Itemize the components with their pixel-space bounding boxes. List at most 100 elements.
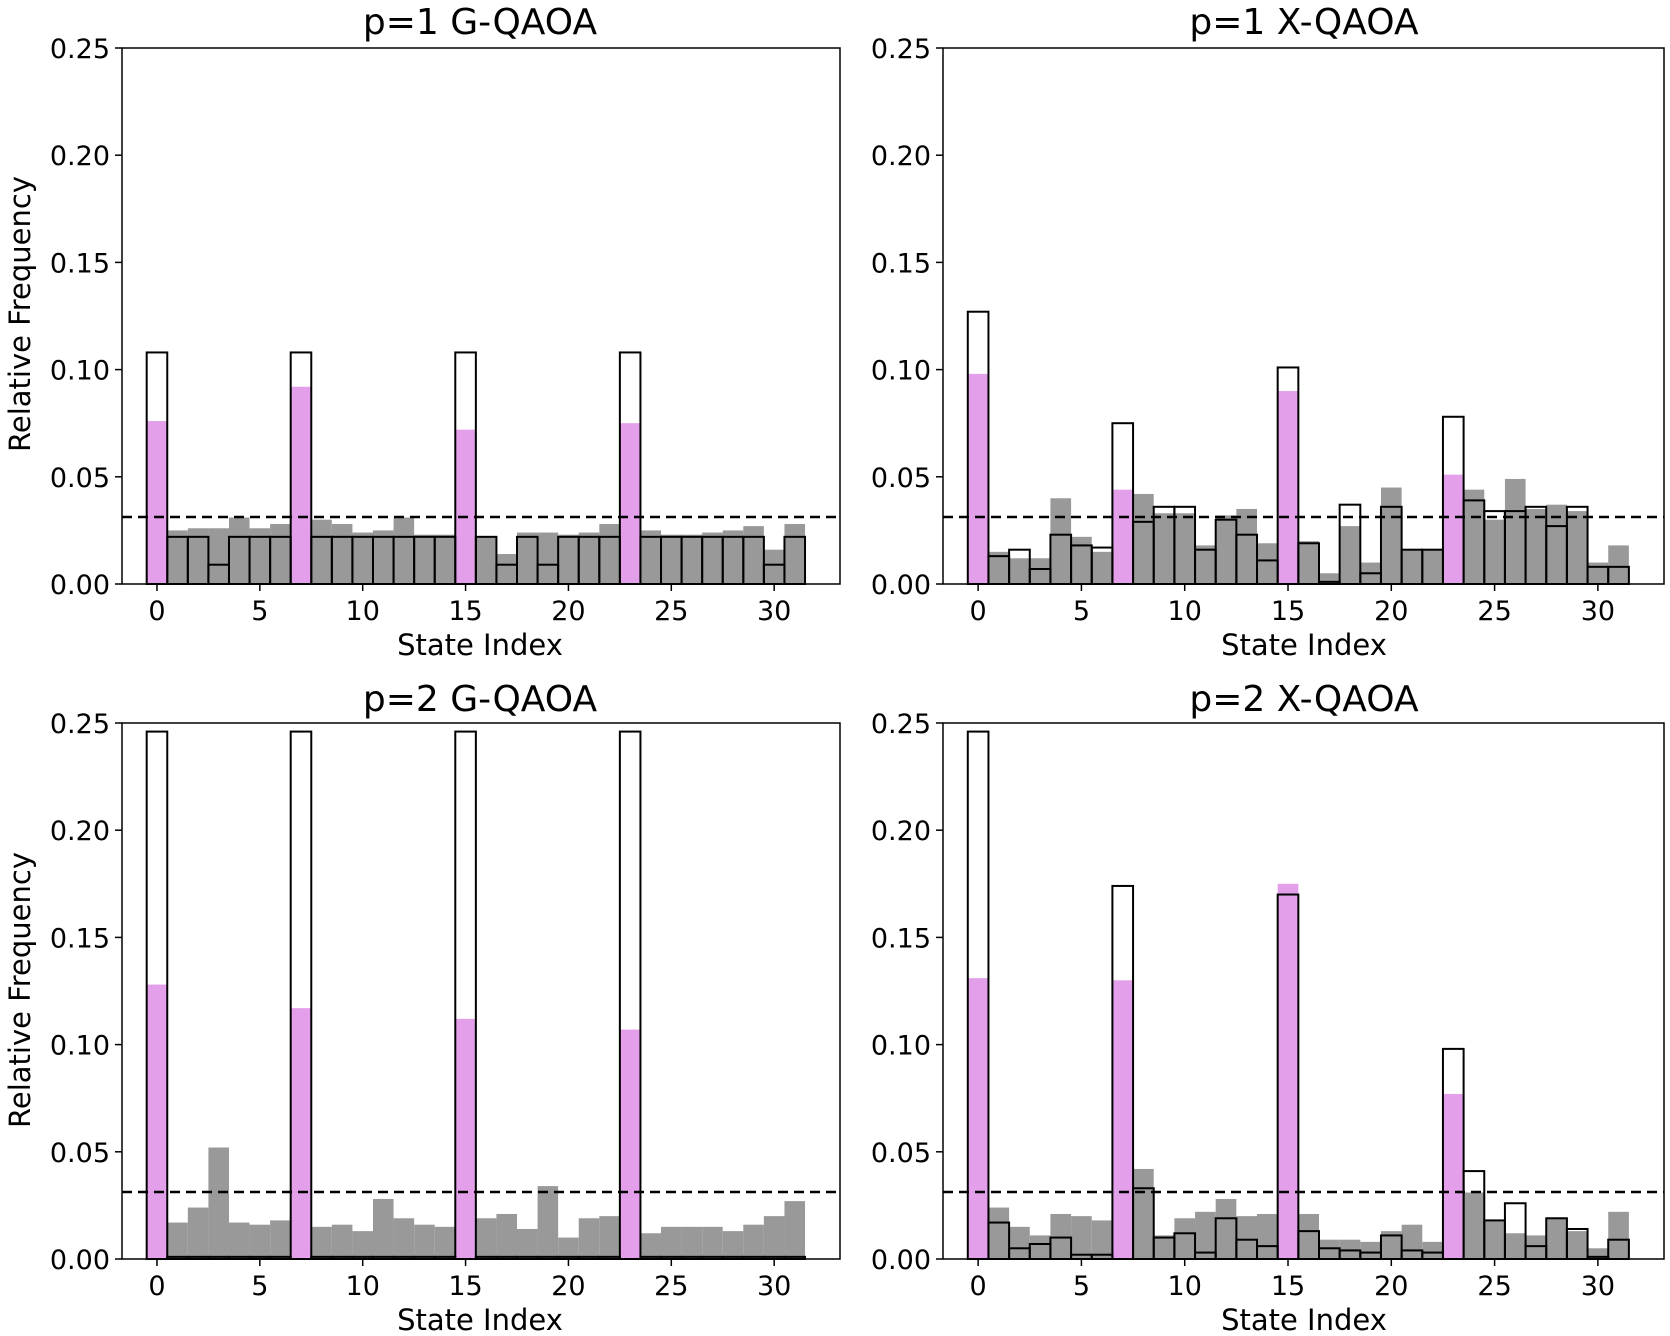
y-axis-label: Relative Frequency xyxy=(3,176,37,452)
experimental-bar xyxy=(681,1226,703,1259)
experimental-bar xyxy=(1071,1216,1092,1259)
x-tick-label: 20 xyxy=(551,596,585,627)
experimental-bar xyxy=(187,528,209,584)
target-bar xyxy=(455,429,476,584)
x-tick-label: 30 xyxy=(757,1271,791,1302)
experimental-bar xyxy=(1546,504,1567,584)
target-bar xyxy=(1112,980,1134,1259)
x-tick-label: 20 xyxy=(1374,596,1408,627)
experimental-bar xyxy=(578,1218,600,1259)
experimental-bar xyxy=(1133,1168,1154,1259)
experimental-bar xyxy=(702,1226,723,1259)
experimental-bar xyxy=(1566,1231,1588,1259)
experimental-bar xyxy=(1298,1213,1319,1259)
experimental-bar xyxy=(1380,487,1402,584)
bar-layer xyxy=(145,730,807,1260)
y-tick-label: 0.25 xyxy=(871,34,931,65)
experimental-bar xyxy=(208,1147,229,1259)
experimental-bar xyxy=(1215,1198,1237,1259)
x-tick-label: 5 xyxy=(251,1271,268,1302)
y-tick-label: 0.15 xyxy=(50,923,110,954)
experimental-bar xyxy=(1484,1220,1505,1259)
x-tick-label: 25 xyxy=(654,596,688,627)
y-tick-label: 0.05 xyxy=(50,1138,110,1169)
experimental-bar xyxy=(1091,1220,1113,1259)
target-bar xyxy=(619,1029,641,1259)
experimental-bar xyxy=(434,534,456,584)
experimental-bar xyxy=(537,532,559,584)
y-tick-label: 0.25 xyxy=(871,709,931,740)
experimental-bar xyxy=(270,523,291,584)
experimental-bar xyxy=(1608,545,1629,584)
x-tick-label: 10 xyxy=(346,596,380,627)
experimental-bar xyxy=(311,1226,332,1259)
target-bar xyxy=(619,423,641,584)
x-tick-label: 0 xyxy=(970,596,987,627)
axes-frame xyxy=(121,47,841,585)
experimental-bar xyxy=(1318,1239,1340,1259)
x-tick-label: 30 xyxy=(1581,1271,1615,1302)
experimental-bar xyxy=(661,1226,682,1259)
target-bar xyxy=(290,386,312,584)
x-axis-label: State Index xyxy=(397,1303,563,1336)
experimental-bar xyxy=(352,532,373,584)
experimental-bar xyxy=(661,534,682,584)
panel-p1-x-qaoa: p=1 X-QAOA State Index 0 5 10 15 20 25 30 0.00 0… xyxy=(871,2,1665,662)
y-tick-label: 0.00 xyxy=(50,1245,110,1276)
target-bar xyxy=(967,978,989,1259)
experimental-bar xyxy=(1153,1235,1175,1259)
experimental-bar xyxy=(1339,1239,1361,1259)
y-tick-label: 0.10 xyxy=(871,1031,931,1062)
experimental-bar xyxy=(1608,1211,1629,1259)
experimental-bar xyxy=(743,526,764,584)
experimental-bar xyxy=(1195,1211,1216,1259)
panel-title: p=2 G-QAOA xyxy=(363,679,598,720)
experimental-bar xyxy=(640,530,662,584)
experimental-bar xyxy=(475,536,497,584)
x-axis-label: State Index xyxy=(397,628,563,662)
experimental-bar xyxy=(988,551,1010,584)
y-tick-label: 0.05 xyxy=(871,1138,931,1169)
experimental-bar xyxy=(167,1222,188,1259)
x-tick-label: 0 xyxy=(148,1271,165,1302)
experimental-bar xyxy=(208,528,229,584)
bar-layer xyxy=(966,310,1630,586)
experimental-bar xyxy=(1029,1235,1051,1259)
bar-layer xyxy=(966,730,1630,1261)
experimental-bar xyxy=(517,1228,538,1259)
x-tick-label: 0 xyxy=(970,1271,987,1302)
x-tick-label: 20 xyxy=(551,1271,585,1302)
experimental-bar xyxy=(743,1224,764,1259)
y-tick-label: 0.20 xyxy=(871,816,931,847)
experimental-bar xyxy=(1050,1213,1072,1259)
experimental-bar xyxy=(1153,513,1175,584)
panel-p2-x-qaoa: p=2 X-QAOA State Index 0 5 10 15 20 25 30 0.00 0… xyxy=(871,679,1665,1336)
experimental-bar xyxy=(1050,498,1072,584)
target-bar xyxy=(1112,489,1134,584)
y-tick-label: 0.10 xyxy=(50,1031,110,1062)
x-tick-label: 5 xyxy=(251,596,268,627)
y-tick-label: 0.20 xyxy=(50,141,110,172)
x-tick-label: 15 xyxy=(448,1271,482,1302)
experimental-bar xyxy=(475,1218,497,1259)
panel-p1-g-qaoa: p=1 G-QAOA State Index Relative Frequenc… xyxy=(3,2,841,662)
x-tick-label: 15 xyxy=(1271,596,1305,627)
y-tick-label: 0.10 xyxy=(871,356,931,387)
x-tick-label: 25 xyxy=(1477,596,1511,627)
experimental-bar xyxy=(311,519,332,584)
experimental-bar xyxy=(1257,543,1278,584)
experimental-bar xyxy=(1587,562,1609,584)
experimental-bar xyxy=(249,1224,271,1259)
experimental-bar xyxy=(414,534,435,584)
experimental-bar xyxy=(352,1231,373,1259)
x-tick-label: 30 xyxy=(757,596,791,627)
experimental-bar xyxy=(1133,493,1154,584)
x-tick-label: 10 xyxy=(1168,1271,1202,1302)
panel-title: p=2 X-QAOA xyxy=(1189,679,1419,720)
experimental-bar xyxy=(167,530,188,584)
target-bar xyxy=(1277,391,1299,584)
experimental-bar xyxy=(331,1224,353,1259)
experimental-bar xyxy=(496,1213,518,1259)
x-tick-label: 0 xyxy=(148,596,165,627)
x-tick-label: 15 xyxy=(1271,1271,1305,1302)
